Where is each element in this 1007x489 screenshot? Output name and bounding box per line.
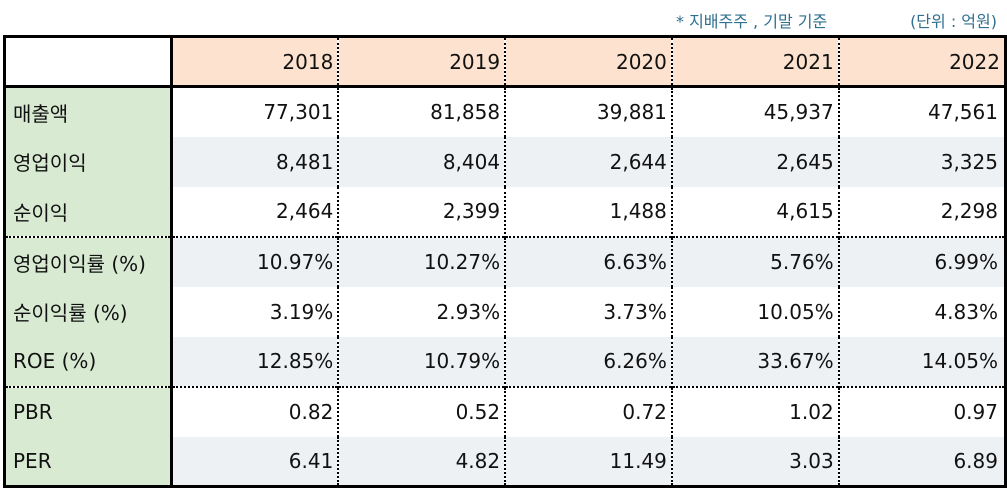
- row-label: 매출액: [3, 85, 173, 137]
- row-revenue: 매출액 77,301 81,858 39,881 45,937 47,561: [3, 85, 1007, 137]
- row-net-margin: 순이익률 (%) 3.19% 2.93% 3.73% 10.05% 4.83%: [3, 286, 1007, 337]
- table-cell: 0.72: [504, 385, 672, 437]
- table-cell: 6.41: [170, 436, 339, 488]
- table-cell: 3,325: [837, 136, 1007, 187]
- table-cell: 2,399: [337, 186, 506, 237]
- year-header-row: 2018 2019 2020 2021 2022: [3, 35, 1007, 88]
- table-cell: 45,937: [670, 85, 839, 137]
- table-cell: 1,488: [504, 186, 672, 237]
- row-label: 순이익: [3, 186, 173, 237]
- year-header-2021: 2021: [670, 35, 839, 88]
- table-cell: 10.27%: [337, 235, 506, 287]
- row-operating-profit: 영업이익 8,481 8,404 2,644 2,645 3,325: [3, 136, 1007, 187]
- table-cell: 8,481: [170, 136, 339, 187]
- table-cell: 3.03: [670, 436, 839, 488]
- table-cell: 2,464: [170, 186, 339, 237]
- table-cell: 0.52: [337, 385, 506, 437]
- table-cell: 3.19%: [170, 286, 339, 337]
- table-cell: 0.97: [837, 385, 1007, 437]
- table-cell: 6.63%: [504, 235, 672, 287]
- year-header-2019: 2019: [337, 35, 506, 88]
- table-cell: 2,644: [504, 136, 672, 187]
- unit-note: (단위 : 억원): [910, 12, 997, 31]
- table-cell: 81,858: [337, 85, 506, 137]
- table-cell: 3.73%: [504, 286, 672, 337]
- table-cell: 4.83%: [837, 286, 1007, 337]
- table-cell: 77,301: [170, 85, 339, 137]
- row-label: ROE (%): [3, 336, 173, 387]
- row-net-income: 순이익 2,464 2,399 1,488 4,615 2,298: [3, 186, 1007, 237]
- table-cell: 4.82: [337, 436, 506, 488]
- table-cell: 4,615: [670, 186, 839, 237]
- row-roe: ROE (%) 12.85% 10.79% 6.26% 33.67% 14.05…: [3, 336, 1007, 387]
- row-label: PBR: [3, 385, 173, 437]
- financial-summary-table: 2018 2019 2020 2021 2022 매출액 77,301 81,8…: [3, 35, 1007, 488]
- table-notes: * 지배주주 , 기말 기준 (단위 : 억원): [0, 0, 1007, 34]
- year-header-2018: 2018: [170, 35, 339, 88]
- table-cell: 2,645: [670, 136, 839, 187]
- header-corner-cell: [3, 35, 173, 88]
- row-label: PER: [3, 436, 173, 488]
- basis-note: * 지배주주 , 기말 기준: [676, 12, 828, 31]
- row-label: 영업이익: [3, 136, 173, 187]
- table-cell: 0.82: [170, 385, 339, 437]
- table-cell: 11.49: [504, 436, 672, 488]
- table-cell: 6.89: [837, 436, 1007, 488]
- row-operating-margin: 영업이익률 (%) 10.97% 10.27% 6.63% 5.76% 6.99…: [3, 235, 1007, 287]
- table-cell: 10.79%: [337, 336, 506, 387]
- table-cell: 12.85%: [170, 336, 339, 387]
- table-cell: 6.99%: [837, 235, 1007, 287]
- table-cell: 33.67%: [670, 336, 839, 387]
- table-cell: 8,404: [337, 136, 506, 187]
- row-pbr: PBR 0.82 0.52 0.72 1.02 0.97: [3, 385, 1007, 437]
- table-cell: 5.76%: [670, 235, 839, 287]
- table-cell: 10.05%: [670, 286, 839, 337]
- table-cell: 2,298: [837, 186, 1007, 237]
- row-per: PER 6.41 4.82 11.49 3.03 6.89: [3, 436, 1007, 488]
- row-label: 영업이익률 (%): [3, 235, 173, 287]
- table-cell: 14.05%: [837, 336, 1007, 387]
- table-cell: 10.97%: [170, 235, 339, 287]
- table-cell: 1.02: [670, 385, 839, 437]
- row-label: 순이익률 (%): [3, 286, 173, 337]
- table-cell: 47,561: [837, 85, 1007, 137]
- table-cell: 2.93%: [337, 286, 506, 337]
- table-cell: 39,881: [504, 85, 672, 137]
- year-header-2020: 2020: [504, 35, 672, 88]
- table-cell: 6.26%: [504, 336, 672, 387]
- year-header-2022: 2022: [837, 35, 1007, 88]
